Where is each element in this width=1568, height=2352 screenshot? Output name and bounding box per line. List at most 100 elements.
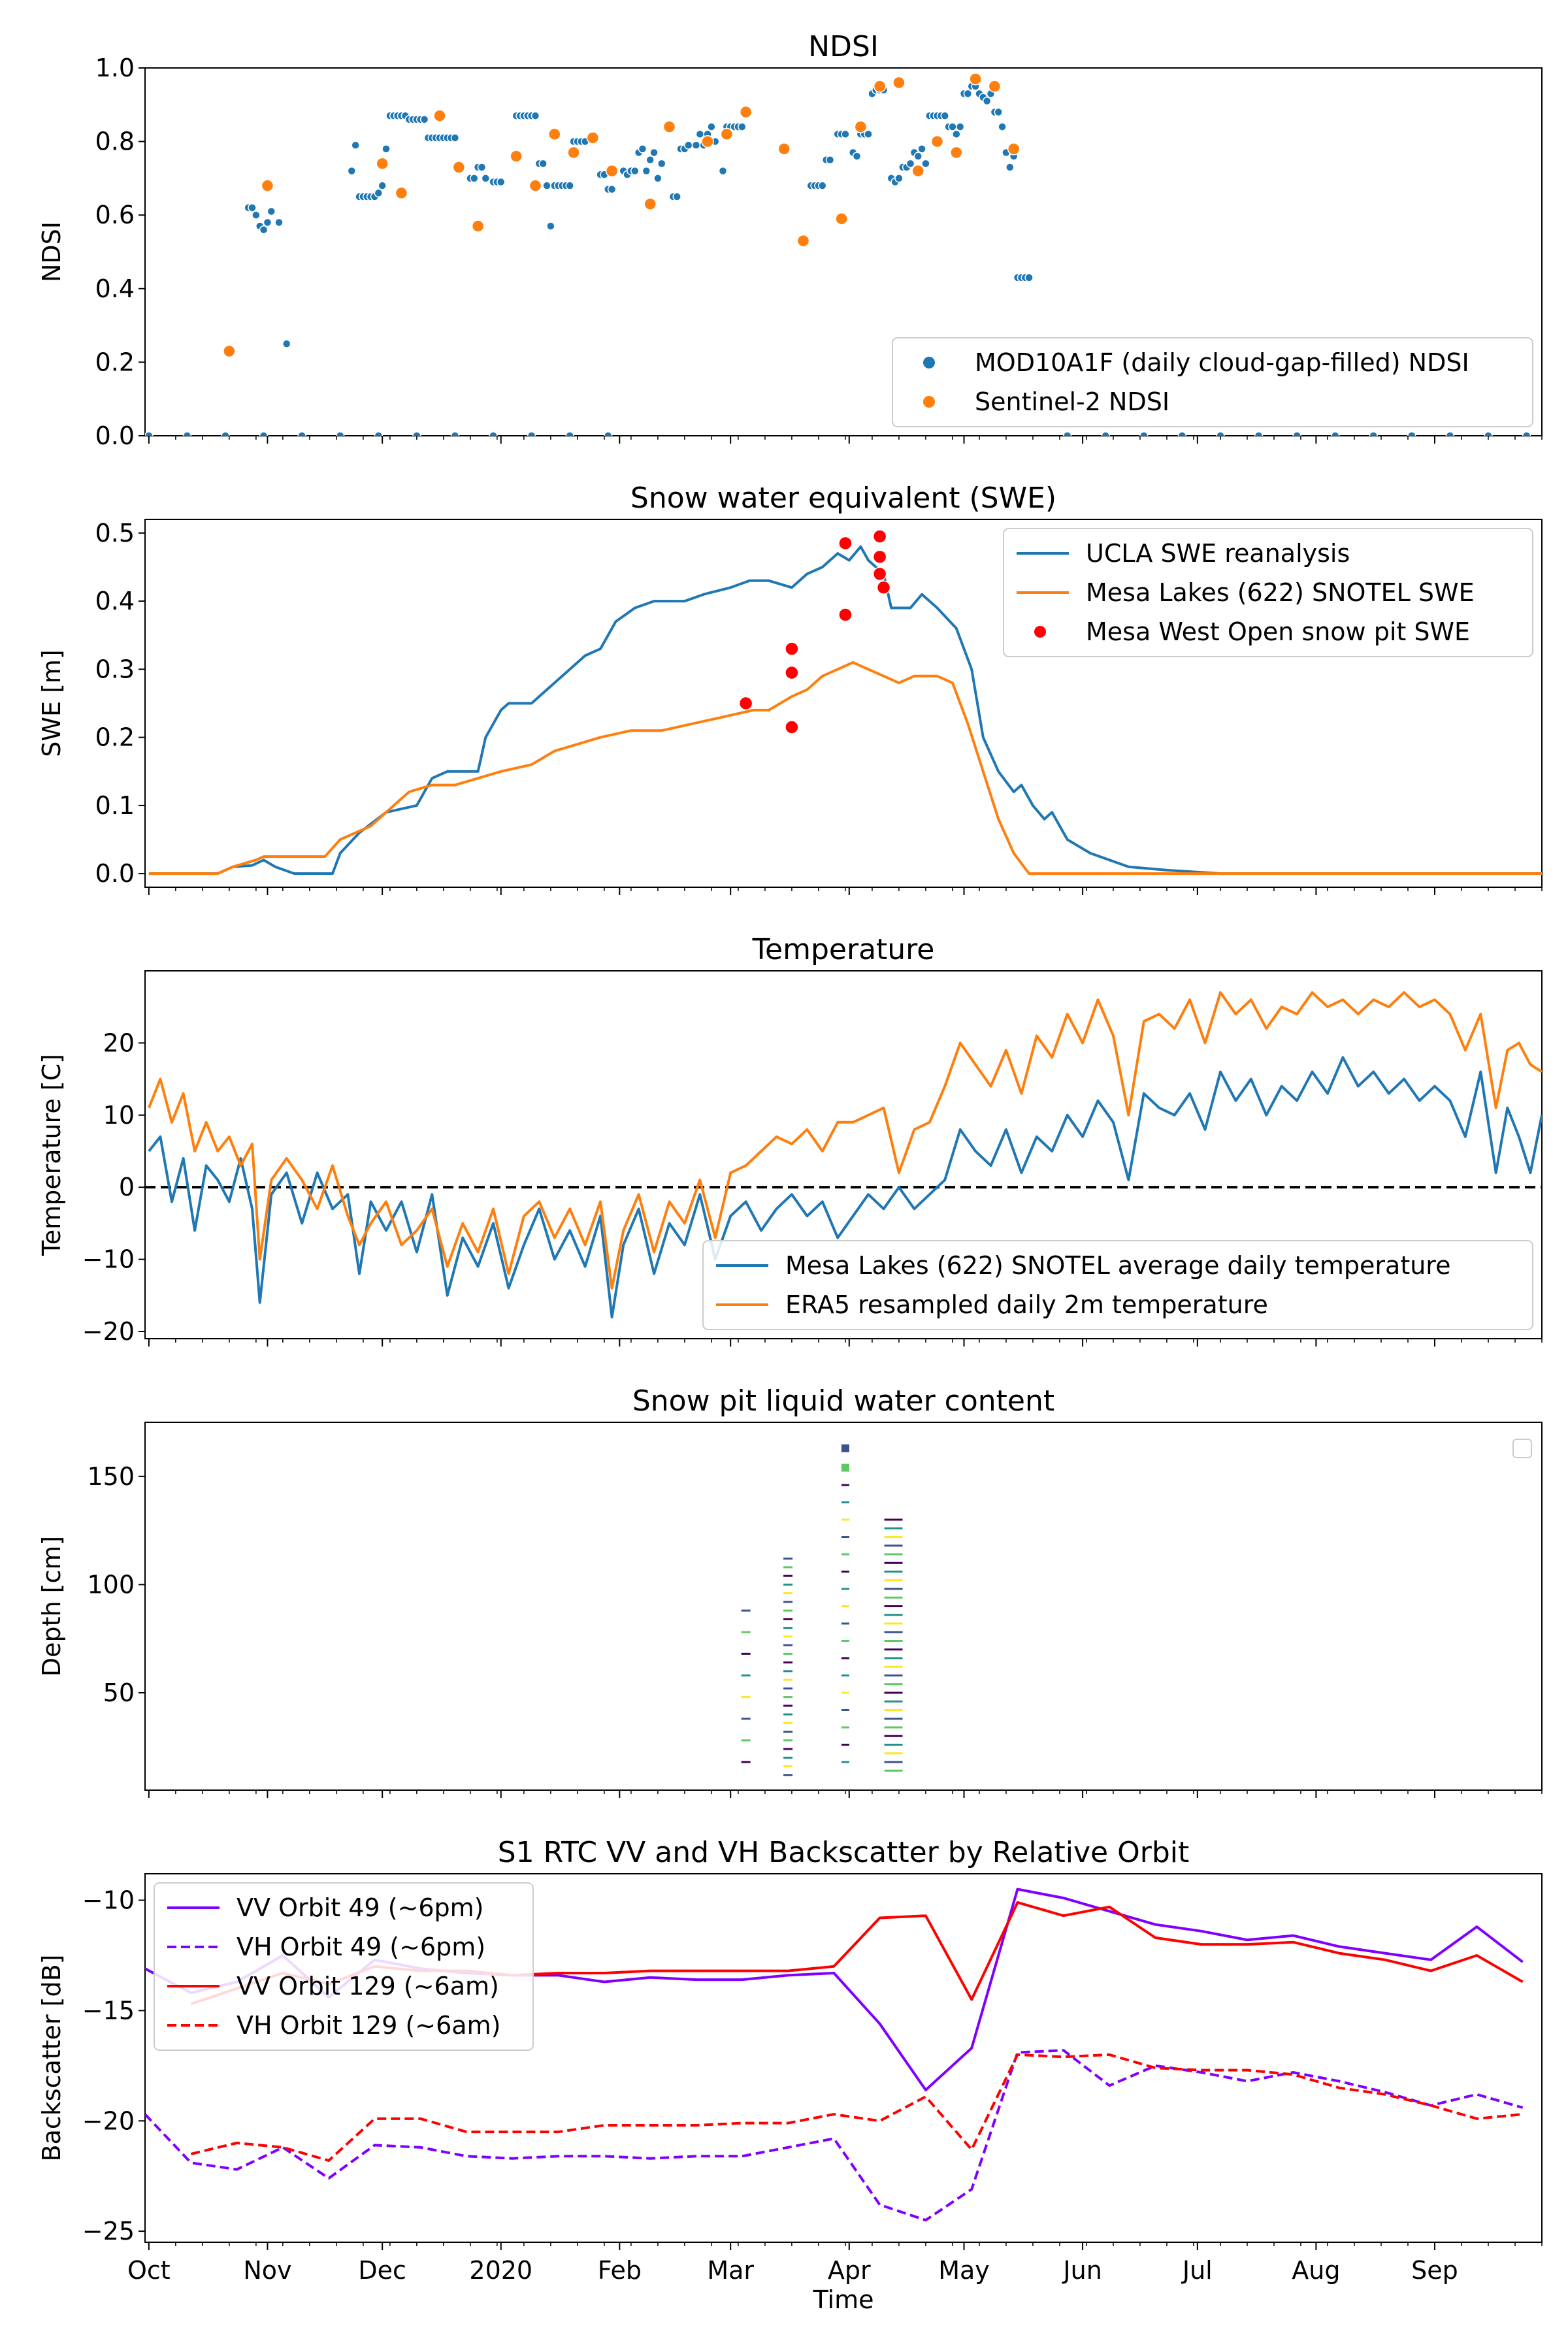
xtick-label-feb: Feb <box>598 2256 642 2285</box>
lwc-mark <box>783 1609 793 1612</box>
lwc-ylabel: Depth [cm] <box>37 1536 66 1676</box>
ndsi-point <box>1024 273 1034 282</box>
lwc-mark <box>884 1735 903 1737</box>
ndsi-point <box>527 431 536 436</box>
lwc-title: Snow pit liquid water content <box>632 1384 1054 1418</box>
lwc-mark <box>841 1518 849 1521</box>
ndsi-point <box>259 431 269 436</box>
ndsi-point <box>542 181 551 190</box>
lwc-mark <box>841 1726 849 1729</box>
lwc-mark <box>884 1752 903 1755</box>
lwc-mark <box>884 1527 903 1529</box>
lwc-mark <box>884 1639 903 1642</box>
ndsi-point <box>691 140 701 150</box>
lwc-mark <box>884 1683 903 1686</box>
ndsi-point <box>565 431 574 436</box>
temperature-ytick-label: 20 <box>103 1028 135 1057</box>
ndsi-legend-box <box>892 337 1533 427</box>
ndsi-point <box>395 186 408 200</box>
lwc-mark <box>741 1761 751 1763</box>
ndsi-plot-area <box>145 73 1531 436</box>
lwc-mark <box>741 1696 751 1699</box>
lwc-mark <box>741 1674 751 1676</box>
ndsi-point <box>335 431 345 436</box>
ndsi-point <box>955 122 965 131</box>
ndsi-point <box>376 157 389 171</box>
lwc-mark <box>884 1622 903 1625</box>
panel-ndsi: NDSI NDSI 0.0 0.2 0.4 0.6 0.8 1.0 MOD10A1F (dail… <box>37 30 1543 450</box>
ndsi-point <box>529 179 542 192</box>
lwc-mark <box>884 1718 903 1720</box>
temperature-legend-label: ERA5 resampled daily 2m temperature <box>785 1290 1268 1319</box>
lwc-mark <box>884 1571 903 1573</box>
temperature-legend: Mesa Lakes (622) SNOTEL average daily te… <box>702 1240 1533 1330</box>
ndsi-point <box>873 80 887 93</box>
ndsi-point <box>894 174 904 183</box>
ndsi-point <box>471 220 485 233</box>
lwc-mark <box>884 1518 903 1521</box>
lwc-ytick-label: 100 <box>87 1570 135 1599</box>
ndsi-point <box>252 210 261 220</box>
lwc-mark <box>841 1501 849 1504</box>
lwc-mark <box>884 1605 903 1607</box>
lwc-mark <box>783 1687 793 1690</box>
ndsi-point <box>998 122 1007 131</box>
ndsi-point <box>282 339 291 348</box>
lwc-mark <box>841 1463 849 1472</box>
ndsi-point <box>988 80 1002 93</box>
ndsi-point <box>267 206 276 216</box>
swe-ytick-label: 0.5 <box>95 519 135 547</box>
lwc-mark <box>783 1652 793 1655</box>
temperature-ylabel: Temperature [C] <box>37 1054 66 1256</box>
backscatter-legend-label: VH Orbit 49 (~6pm) <box>237 1933 485 1961</box>
ndsi-point <box>605 164 619 178</box>
lwc-mark <box>783 1601 793 1603</box>
swe-legend-marker <box>1034 626 1046 638</box>
ndsi-point <box>695 129 705 139</box>
lwc-mark <box>884 1708 903 1711</box>
ndsi-point <box>1062 431 1072 436</box>
lwc-mark <box>783 1739 793 1742</box>
ndsi-point <box>892 76 906 90</box>
ndsi-ytick-label: 1.0 <box>95 54 135 82</box>
ndsi-point <box>841 129 850 139</box>
swe-legend-box <box>1003 528 1533 657</box>
ndsi-point <box>1216 431 1225 436</box>
backscatter-legend-label: VV Orbit 49 (~6pm) <box>237 1893 484 1922</box>
ndsi-point <box>1407 431 1416 436</box>
xtick-label-sep: Sep <box>1411 2256 1458 2285</box>
lwc-mark <box>741 1718 751 1720</box>
backscatter-ylabel: Backscatter [dB] <box>37 1955 66 2162</box>
ndsi-point <box>940 111 949 120</box>
lwc-mark <box>884 1726 903 1729</box>
ndsi-point <box>538 159 547 169</box>
ndsi-point <box>1101 431 1110 436</box>
lwc-mark <box>783 1644 793 1646</box>
lwc-mark <box>884 1596 903 1599</box>
lwc-profile <box>841 1444 849 1763</box>
temperature-ytick-label: −10 <box>82 1245 135 1274</box>
lwc-mark <box>841 1657 849 1659</box>
ndsi-point <box>450 133 460 142</box>
lwc-mark <box>783 1627 793 1629</box>
lwc-mark <box>783 1558 793 1560</box>
ndsi-point <box>452 161 466 174</box>
lwc-mark <box>741 1739 751 1742</box>
ndsi-point <box>510 150 523 163</box>
ndsi-point <box>982 96 992 106</box>
lwc-profile <box>741 1609 751 1763</box>
ndsi-point <box>481 174 491 183</box>
ndsi-point <box>489 431 498 436</box>
swe-ytick-label: 0.0 <box>95 859 135 888</box>
backscatter-series-1-line <box>145 2049 1524 2222</box>
ndsi-point <box>1254 431 1264 436</box>
swe-point <box>785 665 799 680</box>
swe-ytick-label: 0.2 <box>95 723 135 752</box>
ndsi-point <box>963 89 973 99</box>
ndsi-point <box>1484 431 1493 436</box>
lwc-mark <box>783 1678 793 1681</box>
temperature-series-0-line <box>148 1056 1542 1318</box>
ndsi-point <box>796 234 810 248</box>
ndsi-point <box>450 431 460 436</box>
